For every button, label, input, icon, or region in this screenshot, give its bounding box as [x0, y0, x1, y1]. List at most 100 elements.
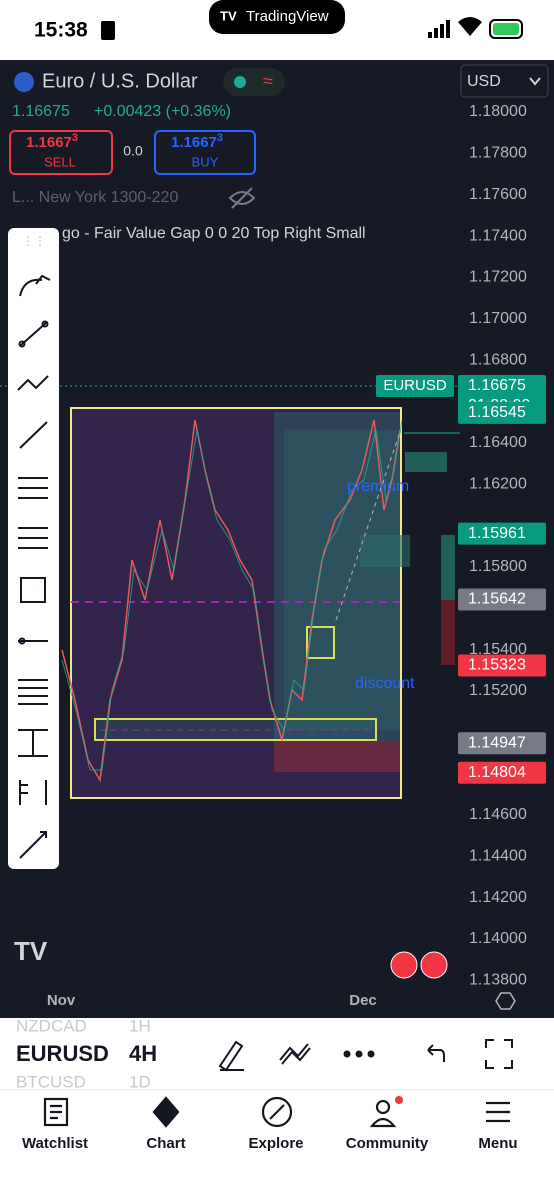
price-axis: 1.18000 1.17800 1.17600 1.17400 1.17200 1.170… [469, 103, 527, 988]
last-price: 1.16675 [12, 103, 70, 120]
price-tag-bg [458, 761, 546, 784]
price-axis-label: 1.17000 [469, 310, 527, 327]
icon [101, 21, 115, 40]
buy-price[interactable]: 1.16673 [171, 132, 223, 151]
dynamic-island [209, 0, 345, 34]
sell-price-sup: 3 [72, 132, 78, 144]
range-box [70, 407, 402, 799]
zone [441, 535, 455, 600]
price-axis-label: 1.17600 [469, 186, 527, 203]
signal-icons [428, 17, 523, 39]
spread: 0.0 [123, 143, 143, 159]
symbol-title[interactable]: Euro / U.S. Dollar [42, 70, 198, 92]
price-tag: 1.16545 [468, 404, 526, 421]
approx-icon: ≈ [263, 71, 273, 91]
status-pill [223, 68, 285, 96]
price-axis-label: 1.15200 [469, 682, 527, 699]
zone [274, 742, 400, 772]
symbol-bar-bg [0, 1018, 554, 1090]
svg-text:⋮⋮: ⋮⋮ [22, 234, 46, 248]
event-icon[interactable] [390, 951, 418, 979]
nav-icons[interactable] [43, 1096, 510, 1128]
app-name: TradingView [246, 8, 329, 25]
price-axis-label: 1.18000 [469, 103, 527, 120]
interval[interactable]: 4H [129, 1041, 157, 1066]
flag [14, 72, 34, 92]
price-tags: EURUSD1.1667501:22:001.165451.159611.156… [376, 374, 546, 784]
nav-item[interactable]: Explore [248, 1135, 303, 1152]
annotation: discount [355, 675, 415, 692]
sell-price[interactable]: 1.16673 [26, 132, 78, 151]
price-axis-label: 1.15800 [469, 558, 527, 575]
settings-icon[interactable] [495, 992, 516, 1010]
price-axis-label: 1.16200 [469, 475, 527, 492]
price-axis-label: 1.17200 [469, 269, 527, 286]
price-tag: 1.15642 [468, 591, 526, 608]
nav-item[interactable]: Menu [478, 1135, 517, 1152]
sell-label[interactable]: SELL [44, 154, 76, 169]
annotation: premium [347, 478, 409, 495]
price-axis-label: 1.14000 [469, 930, 527, 947]
currency[interactable]: USD [467, 73, 501, 90]
buy-price-main: 1.1667 [171, 134, 217, 151]
price-axis-label: 1.14600 [469, 806, 527, 823]
chart-actions[interactable] [218, 1039, 513, 1072]
buy-price-sup: 3 [217, 132, 223, 144]
price-tag: 1.15961 [468, 525, 526, 542]
price-path [61, 419, 401, 783]
price-tag: 1.14947 [468, 734, 526, 751]
clock: 15:38 [34, 19, 88, 42]
price-change: +0.00423 (+0.36%) [94, 103, 231, 120]
buy-button[interactable] [154, 130, 256, 175]
nav-item[interactable]: Chart [146, 1135, 185, 1152]
indicator-label[interactable]: go - Fair Value Gap 0 0 20 Top Right Sma… [62, 225, 366, 242]
price-axis-label: 1.17800 [469, 145, 527, 162]
nav-bg [0, 1090, 554, 1200]
price-tag-bg [458, 732, 546, 755]
market-open-dot [234, 76, 246, 88]
price-axis-label: 1.16800 [469, 351, 527, 368]
buy-label[interactable]: BUY [192, 154, 219, 169]
symbol-tag-bg [376, 374, 454, 397]
price-axis-label: 1.13800 [469, 972, 527, 989]
interval-option[interactable]: 1D [129, 1072, 151, 1091]
price-axis-label: 1.14400 [469, 848, 527, 865]
zone [360, 535, 410, 567]
currency-select[interactable] [460, 64, 549, 98]
price-axis-label: 1.14200 [469, 889, 527, 906]
tv-watermark: TV [14, 936, 48, 966]
symbol[interactable]: EURUSD [16, 1041, 109, 1066]
price-axis-label: 1.16400 [469, 434, 527, 451]
symbol-tag: EURUSD [383, 377, 447, 394]
event-icon[interactable] [420, 951, 448, 979]
last-price-tag: 1.16675 [468, 377, 526, 394]
sell-button[interactable] [9, 130, 113, 175]
chevron [529, 77, 541, 86]
zone [405, 452, 447, 472]
price-tag-bg [458, 588, 546, 611]
projection-line [335, 431, 401, 621]
price-path [61, 419, 403, 771]
price-tag: 1.15323 [468, 657, 526, 674]
toolbar-icons[interactable]: ⋮⋮ [17, 234, 51, 859]
sell-price-main: 1.1667 [26, 134, 72, 151]
x-label: Nov [47, 992, 76, 1009]
nav-item[interactable]: Community [346, 1135, 429, 1152]
x-label: Dec [349, 992, 377, 1009]
indicator-label[interactable]: L... New York 1300-220 [12, 189, 178, 206]
zone [441, 600, 455, 665]
interval-option[interactable]: 1H [129, 1016, 151, 1035]
symbol-option[interactable]: BTCUSD [16, 1072, 86, 1091]
price-tag-bg [458, 522, 546, 545]
nav-item[interactable]: Watchlist [22, 1135, 88, 1152]
price-axis-label: 1.15400 [469, 641, 527, 658]
logo: TV [220, 8, 237, 23]
symbol-option[interactable]: NZDCAD [16, 1016, 87, 1035]
price-tag-bg [458, 401, 546, 424]
price-axis-label: 1.17400 [469, 227, 527, 244]
price-tag-bg [458, 654, 546, 677]
fvg-box [306, 626, 335, 659]
hide-icon[interactable] [228, 187, 256, 209]
price-tag: 1.14804 [468, 764, 526, 781]
